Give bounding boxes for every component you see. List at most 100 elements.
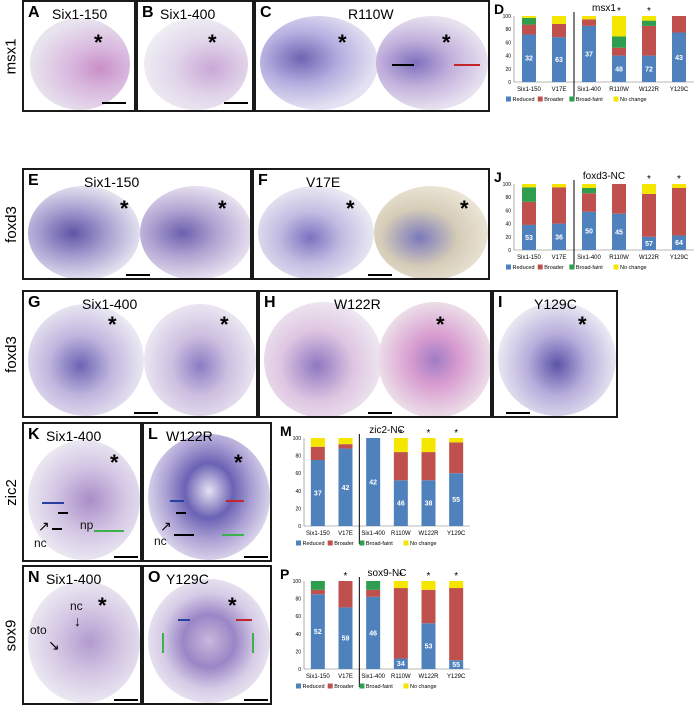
n-label: 42 xyxy=(369,480,377,487)
panel-n: N Six1-400 * nc oto ↓ ↘ xyxy=(22,565,142,705)
marker-line-green xyxy=(162,633,164,653)
asterisk: * xyxy=(436,312,445,337)
chart-title: zic2-NC xyxy=(369,425,405,436)
y-tick-label: 0 xyxy=(298,524,301,530)
asterisk: * xyxy=(120,196,129,221)
bar-segment-broader xyxy=(421,452,436,481)
tissue-label-np: np xyxy=(80,518,94,532)
marker-line-black xyxy=(52,528,62,530)
n-label: 43 xyxy=(675,55,683,62)
bar-segment-broad-faint xyxy=(642,20,656,26)
bar-segment-no-change xyxy=(522,16,536,18)
panel-f: F V17E * * xyxy=(252,168,490,280)
legend-entry: Reduced xyxy=(513,97,535,103)
n-label: 72 xyxy=(645,66,653,73)
legend-swatch xyxy=(506,96,511,102)
n-label: 64 xyxy=(675,240,683,247)
asterisk: * xyxy=(94,30,103,55)
x-tick-label: Six1-150 xyxy=(517,87,541,93)
x-tick-label: Y129C xyxy=(670,255,689,261)
n-label: 63 xyxy=(555,57,563,64)
bar-segment-broader xyxy=(310,589,325,595)
chart-title: foxd3-NC xyxy=(583,171,625,182)
bar-segment-reduced xyxy=(421,480,436,526)
y-tick-label: 80 xyxy=(295,597,301,603)
marker-line-black xyxy=(392,64,414,66)
y-tick-label: 100 xyxy=(503,14,512,20)
n-label: 45 xyxy=(615,229,623,236)
y-tick-label: 60 xyxy=(505,40,511,46)
legend-entry: No change xyxy=(620,265,647,271)
bar-segment-reduced xyxy=(612,213,626,250)
embryo-image xyxy=(28,186,140,278)
y-tick-label: 40 xyxy=(295,632,301,638)
bar-segment-no-change xyxy=(338,438,353,445)
bar-segment-reduced xyxy=(522,224,536,250)
asterisk: * xyxy=(218,196,227,221)
n-label: 48 xyxy=(615,66,623,73)
x-tick-label: Y129C xyxy=(447,674,466,680)
marker-line-blue xyxy=(170,500,184,502)
bar-segment-reduced xyxy=(393,658,408,669)
marker-line-blue xyxy=(42,502,64,504)
legend-swatch xyxy=(296,683,301,689)
bar-segment-broader xyxy=(642,193,656,237)
bar-segment-reduced xyxy=(366,438,381,526)
bar-segment-reduced xyxy=(612,55,626,82)
bar-segment-reduced xyxy=(552,223,566,250)
bar-segment-no-change xyxy=(582,184,596,188)
y-tick-label: 40 xyxy=(505,222,511,228)
bar-segment-no-change xyxy=(642,16,656,21)
chart-panel-letter: D xyxy=(494,1,504,17)
bar-segment-reduced xyxy=(421,623,436,669)
bar-segment-broader xyxy=(310,446,325,460)
chart-title: sox9-NC xyxy=(368,568,407,579)
legend-swatch xyxy=(327,683,333,689)
y-tick-label: 0 xyxy=(298,667,301,673)
tissue-label-oto: oto xyxy=(30,623,47,637)
panel-l: L W122R * nc ↗ xyxy=(142,422,272,562)
scale-bar xyxy=(244,699,268,701)
panel-letter: E xyxy=(28,172,39,189)
n-label: 52 xyxy=(314,629,322,636)
bar-segment-reduced xyxy=(582,211,596,250)
n-label: 50 xyxy=(585,228,593,235)
y-tick-label: 60 xyxy=(295,471,301,477)
x-tick-label: Y129C xyxy=(670,87,689,93)
bar-segment-reduced xyxy=(552,37,566,82)
y-tick-label: 20 xyxy=(505,235,511,241)
y-tick-label: 40 xyxy=(295,489,301,495)
arrow-icon: ↗ xyxy=(38,518,50,534)
asterisk: * xyxy=(234,450,243,475)
marker-line-green xyxy=(252,633,254,653)
bar-segment-broad-faint xyxy=(582,187,596,194)
embryo-image xyxy=(258,186,374,278)
bar-segment-no-change xyxy=(393,581,408,589)
bar-segment-no-change xyxy=(449,581,464,589)
bar-segment-broad-faint xyxy=(310,581,325,590)
n-label: 37 xyxy=(314,491,322,498)
legend-swatch xyxy=(327,540,333,546)
legend-swatch xyxy=(403,683,409,689)
x-tick-label: R110W xyxy=(609,87,629,93)
legend-swatch xyxy=(506,264,511,270)
embryo-image xyxy=(28,304,144,416)
panel-h: H W122R * xyxy=(258,290,492,418)
x-tick-label: Six1-150 xyxy=(306,531,330,537)
embryo-image xyxy=(376,16,488,110)
significance-asterisk: * xyxy=(399,428,403,439)
n-label: 53 xyxy=(525,235,533,242)
panel-letter: L xyxy=(148,426,158,443)
panel-letter: G xyxy=(28,294,41,311)
asterisk: * xyxy=(442,30,451,55)
y-tick-label: 100 xyxy=(503,182,512,188)
legend-entry: Broad-faint xyxy=(576,265,603,271)
scale-bar xyxy=(224,102,248,104)
n-label: 37 xyxy=(585,51,593,58)
embryo-image xyxy=(264,302,382,416)
bar-segment-no-change xyxy=(522,184,536,188)
marker-line-blue xyxy=(178,619,190,621)
n-label: 38 xyxy=(425,501,433,508)
panel-letter: H xyxy=(264,294,276,311)
